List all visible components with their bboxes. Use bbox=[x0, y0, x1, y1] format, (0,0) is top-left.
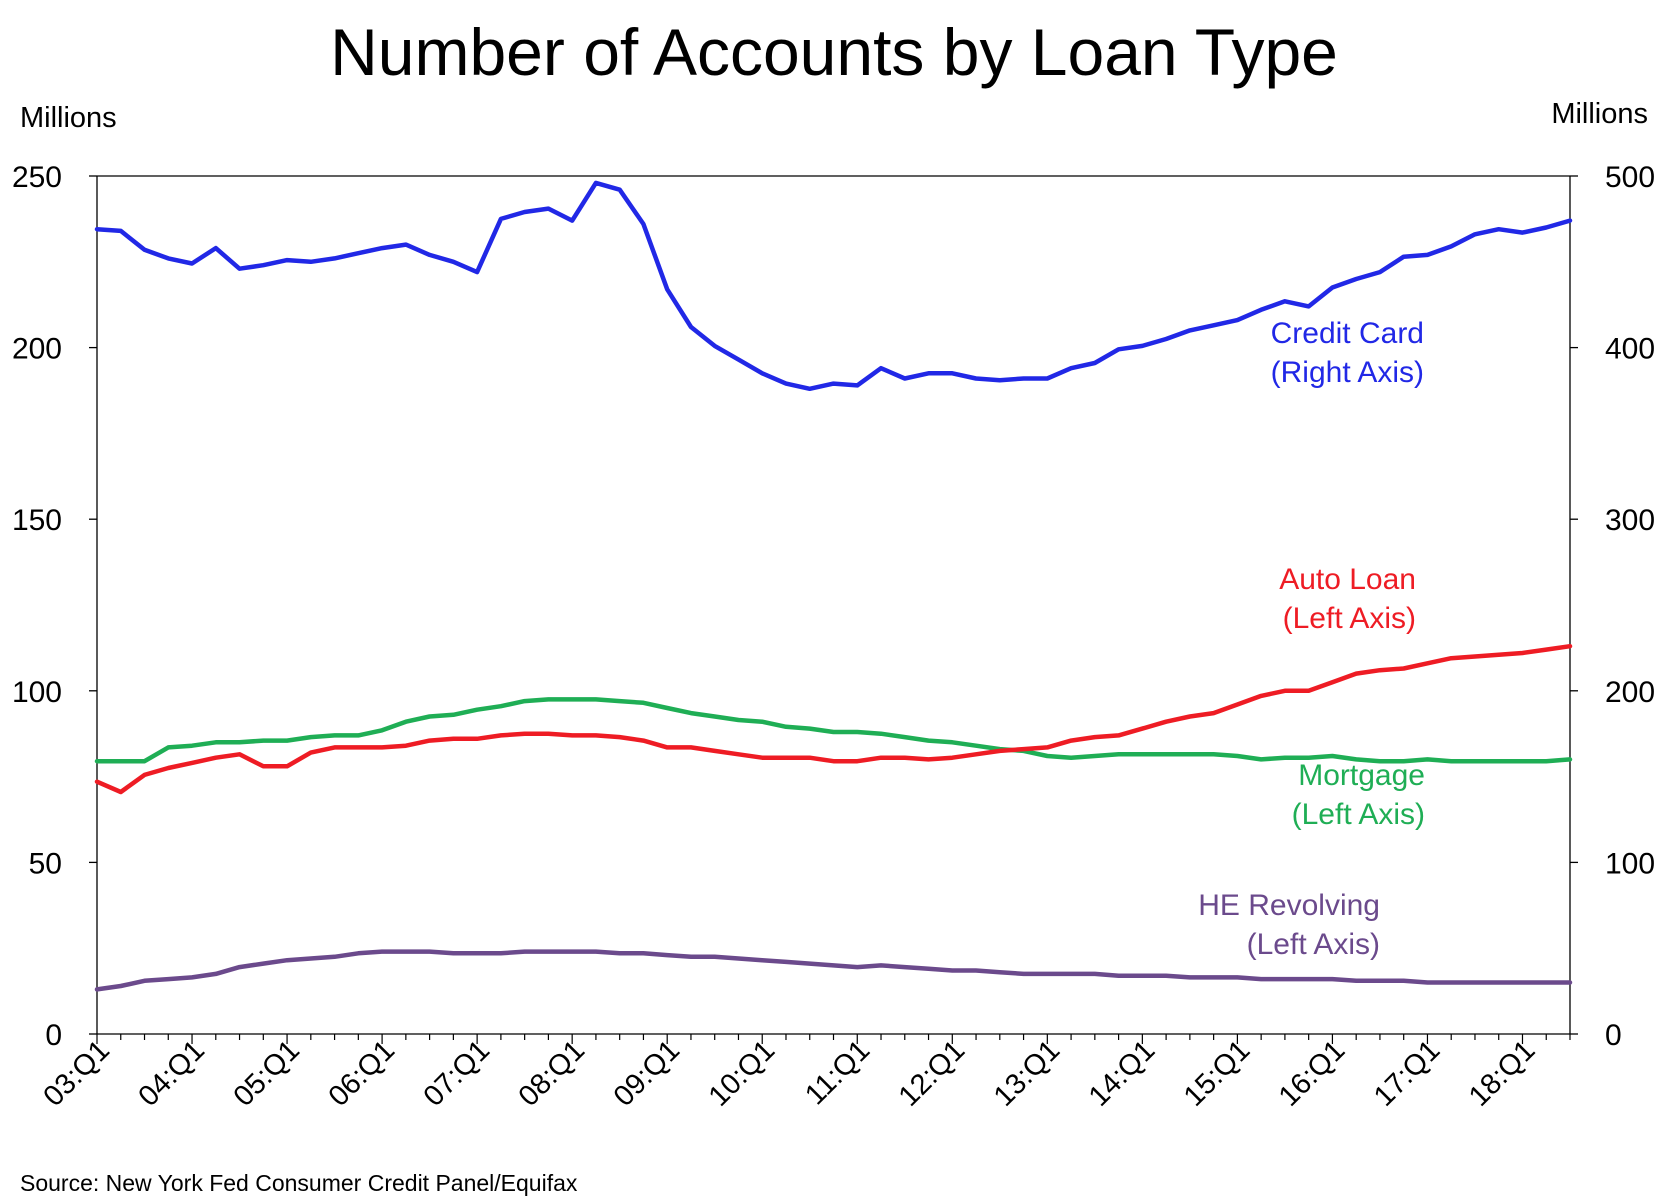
x-tick-label: 15:Q1 bbox=[1178, 1034, 1256, 1112]
x-tick-label: 12:Q1 bbox=[893, 1034, 971, 1112]
x-tick-label: 09:Q1 bbox=[608, 1034, 686, 1112]
right-tick-label: 200 bbox=[1605, 676, 1655, 709]
right-tick-label: 300 bbox=[1605, 504, 1655, 537]
he-revolving-label: HE Revolving bbox=[1198, 889, 1380, 922]
x-tick-label: 10:Q1 bbox=[703, 1034, 781, 1112]
x-tick-label: 16:Q1 bbox=[1273, 1034, 1351, 1112]
mortgage-line bbox=[94, 697, 1573, 764]
x-tick-label: 17:Q1 bbox=[1368, 1034, 1446, 1112]
right-axis-unit: Millions bbox=[1551, 98, 1648, 130]
credit-card-line bbox=[94, 180, 1573, 392]
chart-title: Number of Accounts by Loan Type bbox=[330, 15, 1338, 89]
source-note: Source: New York Fed Consumer Credit Pan… bbox=[20, 1170, 578, 1196]
he-revolving-axis-label: (Left Axis) bbox=[1247, 928, 1380, 961]
x-tick-label: 18:Q1 bbox=[1463, 1034, 1541, 1112]
right-tick-label: 400 bbox=[1605, 333, 1655, 366]
he-revolving-line bbox=[94, 949, 1573, 992]
credit-card-label: Credit Card bbox=[1271, 317, 1424, 350]
series-lines bbox=[94, 180, 1573, 992]
auto-loan-line bbox=[94, 643, 1573, 795]
left-axis-unit: Millions bbox=[20, 102, 117, 134]
x-tick-label: 11:Q1 bbox=[799, 1034, 876, 1111]
left-tick-label: 250 bbox=[12, 161, 62, 194]
x-tick-label: 13:Q1 bbox=[988, 1034, 1066, 1112]
mortgage-label: Mortgage bbox=[1298, 759, 1425, 792]
auto-loan-axis-label: (Left Axis) bbox=[1283, 602, 1416, 635]
left-tick-label: 0 bbox=[45, 1019, 62, 1052]
series-labels: Credit Card (Right Axis) Auto Loan (Left Ax… bbox=[1198, 317, 1425, 961]
x-tick-label: 08:Q1 bbox=[513, 1034, 591, 1112]
right-tick-label: 100 bbox=[1605, 847, 1655, 880]
x-tick-label: 14:Q1 bbox=[1083, 1034, 1161, 1112]
mortgage-axis-label: (Left Axis) bbox=[1292, 798, 1425, 831]
left-tick-label: 100 bbox=[12, 676, 62, 709]
x-tick-label: 06:Q1 bbox=[323, 1034, 401, 1112]
right-tick-label: 500 bbox=[1605, 161, 1655, 194]
auto-loan-label: Auto Loan bbox=[1279, 563, 1416, 596]
credit-card-axis-label: (Right Axis) bbox=[1271, 356, 1424, 389]
left-tick-label: 200 bbox=[12, 333, 62, 366]
left-tick-label: 50 bbox=[29, 847, 62, 880]
right-tick-label: 0 bbox=[1605, 1019, 1622, 1052]
x-tick-label: 05:Q1 bbox=[228, 1034, 306, 1112]
x-tick-label: 04:Q1 bbox=[132, 1034, 210, 1112]
x-tick-label: 07:Q1 bbox=[418, 1034, 496, 1112]
left-tick-label: 150 bbox=[12, 504, 62, 537]
